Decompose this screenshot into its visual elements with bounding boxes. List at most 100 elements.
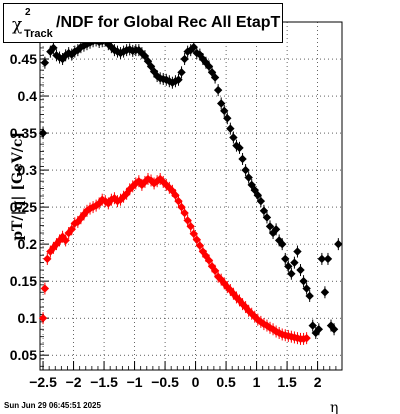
data-point: [174, 75, 183, 84]
x-tick-label: −1.5: [90, 374, 118, 390]
data-point: [189, 229, 198, 238]
grid-lines: [40, 22, 342, 370]
y-tick-label: 0.1: [18, 310, 38, 326]
data-point: [226, 124, 235, 133]
x-tick-label: 1: [253, 374, 261, 390]
y-axis-title: pT/|q| [GeV/c]: [10, 132, 26, 241]
data-point: [192, 235, 201, 244]
data-point: [302, 284, 311, 293]
title-superscript: 2: [25, 7, 31, 18]
data-point: [137, 180, 147, 190]
data-point: [140, 177, 150, 187]
y-tick-label: 0.3: [18, 162, 38, 178]
data-point: [189, 42, 198, 52]
data-point: [186, 45, 195, 55]
axis-ticks: −2.5 −2 −1.5 −1 −0.5 0 0.5 1 1.5 2 0.05 0.1 0.15 0.2 0…: [10, 32, 337, 390]
data-point: [210, 73, 220, 82]
data-point: [110, 45, 119, 55]
data-point: [195, 241, 205, 250]
data-point: [329, 325, 339, 334]
data-point: [38, 128, 48, 138]
data-point: [174, 196, 183, 206]
y-tick-label: 0.2: [18, 236, 38, 252]
y-tick-label: 0.35: [10, 125, 37, 141]
data-point: [186, 222, 195, 231]
data-point: [171, 191, 180, 200]
data-point: [259, 206, 269, 216]
y-tick-label: 0.45: [10, 51, 37, 67]
data-point: [247, 309, 256, 318]
series-0: [38, 30, 343, 339]
data-point: [253, 191, 263, 200]
data-point: [317, 254, 327, 264]
x-tick-label: −2: [66, 374, 82, 390]
data-point: [49, 43, 58, 53]
data-point: [299, 276, 308, 286]
title-chi-symbol: χ: [12, 15, 23, 35]
data-point: [64, 48, 73, 58]
x-tick-label: −1: [127, 374, 143, 390]
data-point: [38, 313, 48, 323]
data-point: [241, 165, 250, 175]
data-point: [177, 202, 186, 212]
data-point: [58, 54, 67, 64]
data-point: [180, 208, 189, 218]
data-point: [52, 51, 61, 60]
data-point: [296, 265, 305, 275]
data-point: [40, 58, 50, 67]
data-point: [247, 180, 256, 190]
data-point: [213, 85, 223, 95]
data-point: [180, 54, 189, 64]
data-point: [281, 254, 290, 264]
data-point: [67, 225, 76, 234]
y-tick-label: 0.15: [10, 273, 37, 289]
data-point: [125, 45, 134, 54]
data-point: [46, 247, 55, 256]
plot-frame: [39, 21, 343, 371]
data-point: [262, 213, 272, 222]
data-point: [140, 51, 150, 61]
data-point: [278, 239, 287, 249]
x-tick-label: 0: [192, 374, 200, 390]
data-point: [217, 99, 226, 108]
data-point: [177, 68, 186, 77]
chart-title: /NDF for Global Rec All EtapT: [56, 14, 281, 31]
chart-title-box: χ 2 Track /NDF for Global Rec All EtapT: [3, 3, 283, 43]
data-point: [271, 225, 281, 234]
x-tick-label: −0.5: [151, 374, 179, 390]
x-tick-label: 0.5: [216, 374, 236, 390]
data-point: [284, 262, 293, 271]
data-point: [204, 256, 214, 265]
data-point: [76, 214, 86, 223]
data-point: [293, 247, 302, 256]
data-series: [38, 30, 343, 345]
data-point: [192, 48, 201, 58]
data-point: [113, 196, 122, 206]
data-point: [265, 222, 275, 231]
data-point: [320, 288, 330, 297]
data-point: [198, 54, 208, 64]
data-point: [204, 62, 214, 71]
timestamp-footer: Sun Jun 29 06:45:51 2025: [4, 401, 101, 410]
data-point: [334, 239, 343, 249]
y-tick-label: 0.05: [10, 347, 37, 363]
data-point: [287, 269, 296, 278]
data-point: [134, 176, 144, 186]
y-tick-label: 0.4: [18, 88, 38, 104]
data-point: [210, 266, 220, 275]
data-point: [195, 50, 205, 59]
data-point: [46, 47, 55, 56]
x-tick-label: 2: [314, 374, 322, 390]
data-point: [235, 143, 244, 153]
data-point: [82, 206, 92, 216]
data-point: [229, 133, 238, 142]
data-point: [79, 41, 89, 50]
data-point: [116, 48, 125, 58]
data-point: [113, 47, 122, 56]
data-point: [314, 325, 324, 334]
data-point: [238, 154, 247, 164]
data-point: [308, 321, 317, 330]
x-tick-label: 1.5: [277, 374, 297, 390]
y-tick-label: 0.25: [10, 199, 37, 215]
